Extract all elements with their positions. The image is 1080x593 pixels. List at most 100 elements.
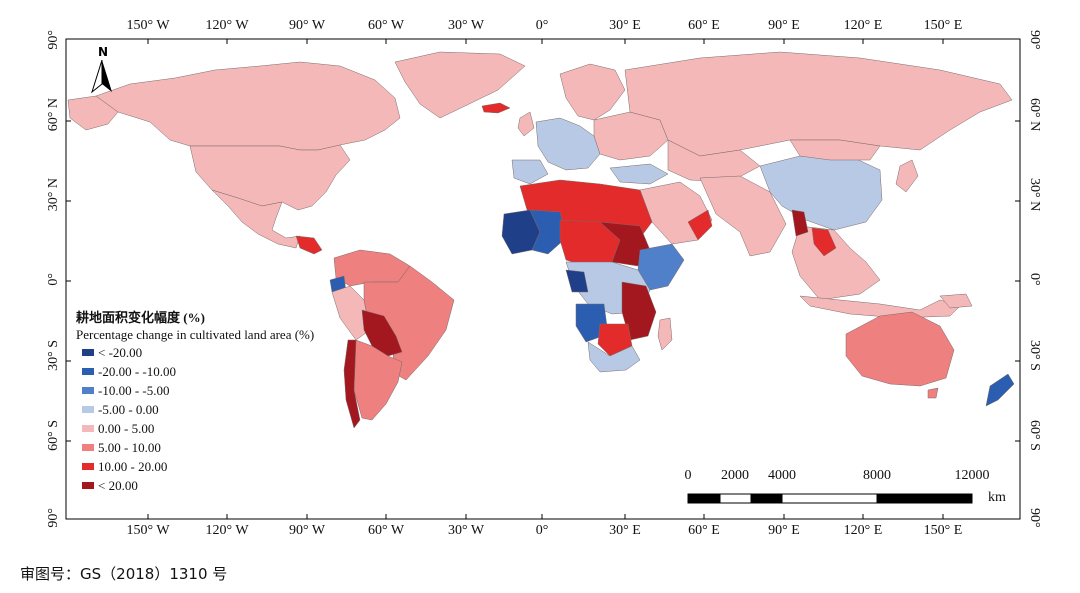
- country-png: [939, 293, 973, 309]
- top-lon-label: 90° E: [768, 18, 800, 33]
- legend-item: -20.00 - -10.00: [76, 362, 314, 381]
- country-mali: [529, 209, 567, 255]
- country-europe-west: [535, 117, 601, 171]
- left-lat-label: 90°: [46, 508, 61, 528]
- right-lat-label: 0°: [1027, 273, 1042, 286]
- scale-bar-label: 12000: [954, 468, 990, 483]
- bottom-lon-label: 60° W: [367, 523, 405, 538]
- bottom-lon-label: 0°: [535, 523, 549, 538]
- left-lat-label: 30° N: [46, 178, 61, 212]
- bottom-lon-label: 90° E: [768, 523, 800, 538]
- bottom-lon-label: 60° E: [688, 523, 720, 538]
- legend-label: 10.00 - 20.00: [98, 459, 168, 474]
- north-label: N: [98, 45, 108, 59]
- scale-bar-unit: km: [988, 490, 1006, 505]
- legend-swatch: [82, 444, 94, 451]
- legend-swatch: [82, 387, 94, 394]
- right-lat-label: 60° N: [1027, 98, 1042, 132]
- legend-swatch: [82, 406, 94, 413]
- country-greenland: [394, 51, 526, 119]
- country-iceland: [481, 102, 511, 114]
- legend-label: 0.00 - 5.00: [98, 421, 155, 436]
- country-colombia-venezuela: [333, 249, 411, 287]
- countries: [67, 51, 1015, 429]
- country-myanmar: [791, 209, 809, 237]
- legend-item: -10.00 - -5.00: [76, 381, 314, 400]
- legend-label: < 20.00: [98, 478, 138, 493]
- legend-label: < -20.00: [98, 345, 143, 360]
- legend-swatch: [82, 463, 94, 470]
- country-spain: [511, 159, 549, 185]
- legend-label: -10.00 - -5.00: [98, 383, 170, 398]
- left-lat-label: 0°: [46, 273, 61, 286]
- country-iran-south-asia: [699, 175, 787, 257]
- country-turkey: [609, 163, 669, 185]
- country-argentina: [353, 339, 403, 421]
- scale-bar-label: 2000: [721, 468, 749, 483]
- country-sudan: [599, 221, 651, 267]
- legend-title-cn: 耕地面积变化幅度 (%): [76, 310, 205, 325]
- left-lat-label: 60° N: [46, 98, 61, 132]
- legend-item: < -20.00: [76, 343, 314, 362]
- legend-item: < 20.00: [76, 476, 314, 495]
- top-lon-label: 90° W: [288, 18, 326, 33]
- top-lon-label: 30° W: [447, 18, 485, 33]
- bottom-lon-label: 90° W: [288, 523, 326, 538]
- bottom-lon-label: 120° W: [205, 523, 249, 538]
- country-cameroon: [565, 269, 589, 293]
- legend-item: 0.00 - 5.00: [76, 419, 314, 438]
- country-japan: [895, 159, 919, 193]
- country-canada: [95, 61, 401, 151]
- country-uk: [517, 111, 535, 137]
- top-lon-label: 60° W: [367, 18, 405, 33]
- right-lat-label: 30° N: [1027, 178, 1042, 212]
- left-lat-label: 30° S: [46, 340, 61, 371]
- bottom-lon-label: 120° E: [843, 523, 883, 538]
- country-mongolia: [789, 139, 881, 161]
- map-approval-number: 审图号：GS（2018）1310 号: [20, 565, 228, 583]
- legend-swatch: [82, 482, 94, 489]
- legend-label: -5.00 - 0.00: [98, 402, 159, 417]
- frame-ticks: [66, 39, 1020, 519]
- legend-swatch: [82, 425, 94, 432]
- top-lon-label: 30° E: [609, 18, 641, 33]
- country-east-africa: [621, 281, 657, 341]
- scale-bar-label: 0: [684, 468, 692, 483]
- country-southeast-asia: [791, 225, 881, 301]
- bottom-lon-label: 30° E: [609, 523, 641, 538]
- legend-label: 5.00 - 10.00: [98, 440, 161, 455]
- country-madagascar: [657, 317, 673, 351]
- left-lat-label: 90°: [46, 30, 61, 50]
- top-lon-label: 60° E: [688, 18, 720, 33]
- scale-bar-label: 8000: [863, 468, 891, 483]
- top-lon-label: 150° E: [923, 18, 963, 33]
- country-indonesia: [799, 295, 961, 319]
- country-kazakhstan: [667, 139, 761, 183]
- legend-item: -5.00 - 0.00: [76, 400, 314, 419]
- right-lat-label: 90°: [1027, 508, 1042, 528]
- legend-label: -20.00 - -10.00: [98, 364, 176, 379]
- legend-title-en: Percentage change in cultivated land are…: [76, 327, 315, 342]
- bottom-lon-label: 150° E: [923, 523, 963, 538]
- legend-swatch: [82, 349, 94, 356]
- legend: 耕地面积变化幅度 (%) Percentage change in cultiv…: [76, 309, 314, 495]
- country-laos-vietnam: [811, 227, 837, 257]
- top-lon-label: 120° W: [205, 18, 249, 33]
- country-australia: [845, 311, 955, 387]
- country-alaska: [67, 95, 119, 131]
- top-lon-label: 150° W: [126, 18, 170, 33]
- country-tasmania: [927, 387, 939, 399]
- right-lat-label: 90°: [1027, 30, 1042, 50]
- map-frame: [65, 38, 1021, 520]
- country-oman: [687, 209, 713, 241]
- country-mexico: [211, 189, 301, 249]
- country-southern-africa: [587, 341, 641, 373]
- legend-item: 10.00 - 20.00: [76, 457, 314, 476]
- country-chile: [343, 339, 361, 429]
- scale-bar-graphic: [687, 493, 973, 504]
- right-lat-label: 30° S: [1027, 340, 1042, 371]
- bottom-lon-label: 30° W: [447, 523, 485, 538]
- legend-item: 5.00 - 10.00: [76, 438, 314, 457]
- right-lat-label: 60° S: [1027, 420, 1042, 451]
- country-scandinavia: [559, 63, 626, 121]
